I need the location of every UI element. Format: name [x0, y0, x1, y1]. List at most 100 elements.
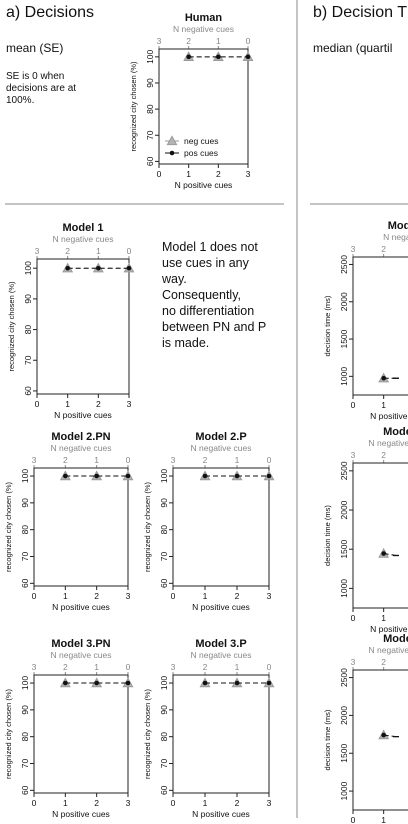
chart-7-y-tick-label: 1000	[339, 367, 349, 386]
chart-6-plot-frame	[172, 674, 270, 794]
chart-2-top-tick-label: 3	[35, 246, 40, 256]
chart-3-x-tick-label: 3	[126, 591, 131, 601]
chart-9-plot-frame	[352, 669, 408, 811]
chart-5-top-tick-label: 1	[94, 662, 99, 672]
model1-description-line-4: Consequently,	[162, 288, 241, 302]
chart-6-top-tick-label: 3	[171, 662, 176, 672]
chart-5-top-tick-label: 3	[32, 662, 37, 672]
chart-4-y-tick-label: 100	[159, 469, 169, 483]
chart-8-plot-frame	[352, 462, 408, 609]
chart-1-top-tick-label: 2	[186, 36, 191, 46]
chart-3-top-tick-label: 0	[126, 455, 131, 465]
chart-5-top-axis-label: N negative cues	[51, 650, 112, 660]
chart-3-x-tick-label: 2	[94, 591, 99, 601]
chart-7-y-tick-label: 2000	[339, 292, 349, 311]
chart-5-point	[94, 680, 99, 686]
chart-4-y-tick-label: 80	[159, 525, 169, 535]
chart-6-top-tick-label: 1	[235, 662, 240, 672]
panel-a-header: a) Decisions	[6, 4, 95, 21]
model1-description-line-1: Model 1 does not	[162, 240, 258, 254]
chart-7-title: Mod	[388, 220, 408, 232]
chart-5-x-tick-label: 2	[94, 798, 99, 808]
chart-6-y-tick-label: 100	[159, 676, 169, 690]
chart-5-x-tick-label: 3	[126, 798, 131, 808]
chart-3-y-tick-label: 70	[20, 552, 30, 562]
chart-4-top-tick-label: 3	[171, 455, 176, 465]
chart-2-y-tick-label: 60	[23, 386, 33, 396]
chart-4-y-axis-label: recognized city chosen (%)	[143, 481, 152, 572]
chart-7-top-tick-label: 2	[381, 244, 386, 254]
chart-1-x-tick-label: 2	[216, 169, 221, 179]
chart-7-plot-frame	[352, 256, 408, 396]
chart-2-point	[65, 265, 70, 271]
chart-8-x-tick-label: 1	[381, 613, 386, 623]
chart-4-point	[202, 473, 208, 479]
model1-description-line-6: between PN and P	[162, 320, 267, 334]
chart-4-y-tick-label: 70	[159, 552, 169, 562]
chart-1-legend-neg-label: neg cues	[184, 136, 219, 146]
chart-6-x-tick-label: 3	[267, 798, 272, 808]
chart-7-y-axis-label: decision time (ms)	[323, 295, 332, 356]
chart-2-top-axis-label: N negative cues	[53, 234, 114, 244]
chart-3-x-tick-label: 1	[63, 591, 68, 601]
chart-9-y-tick-label: 1000	[339, 781, 349, 800]
panel-a-note-line-2: decisions are at	[6, 83, 77, 94]
chart-6-x-tick-label: 2	[235, 798, 240, 808]
panel-a-note-line-1: SE is 0 when	[6, 71, 65, 82]
chart-4-top-tick-label: 1	[235, 455, 240, 465]
chart-4-top-tick-label: 2	[203, 455, 208, 465]
chart-3-x-tick-label: 0	[32, 591, 37, 601]
chart-8-y-tick-label: 1000	[339, 579, 349, 598]
chart-8-top-axis-label: N negative cues	[369, 438, 408, 448]
chart-6-x-tick-label: 0	[171, 798, 176, 808]
chart-2-y-tick-label: 90	[23, 294, 33, 304]
chart-3-top-tick-label: 1	[94, 455, 99, 465]
panel-a-stat-label: mean (SE)	[6, 41, 64, 55]
chart-6-point	[266, 680, 272, 686]
chart-6-y-tick-label: 90	[159, 705, 169, 715]
chart-3-point	[63, 473, 68, 479]
chart-6-y-tick-label: 70	[159, 759, 169, 769]
chart-2-top-tick-label: 0	[127, 246, 132, 256]
chart-7-x-axis-label: N positive cues	[370, 411, 408, 421]
chart-3-y-axis-label: recognized city chosen (%)	[4, 481, 13, 572]
chart-3-point	[94, 473, 99, 479]
chart-5-y-tick-label: 70	[20, 759, 30, 769]
chart-9-top-tick-label: 3	[351, 657, 356, 667]
chart-1-top-axis-label: N negative cues	[173, 24, 234, 34]
model1-description-line-7: is made.	[162, 336, 210, 350]
chart-7-x-tick-label: 0	[351, 400, 356, 410]
chart-4-x-tick-label: 1	[203, 591, 208, 601]
chart-9-y-tick-label: 2500	[339, 668, 349, 687]
chart-9-top-axis-label: N negative cues	[369, 645, 408, 655]
chart-2-x-axis-label: N positive cues	[54, 410, 112, 420]
chart-1-point	[245, 54, 251, 60]
chart-1-x-tick-label: 0	[157, 169, 162, 179]
chart-1-y-tick-label: 70	[145, 130, 155, 140]
chart-3-title: Model 2.PN	[51, 431, 110, 443]
chart-8-x-tick-label: 0	[351, 613, 356, 623]
chart-9-title: Model	[383, 633, 408, 645]
chart-1-top-tick-label: 0	[246, 36, 251, 46]
chart-2-x-tick-label: 2	[96, 399, 101, 409]
chart-6-title: Model 3.P	[195, 638, 246, 650]
chart-4-x-tick-label: 3	[267, 591, 272, 601]
panel-a-note-line-3: 100%.	[6, 95, 35, 106]
chart-2-top-tick-label: 1	[96, 246, 101, 256]
chart-3-top-axis-label: N negative cues	[51, 443, 112, 453]
chart-2-y-tick-label: 70	[23, 355, 33, 365]
chart-4-plot-frame	[172, 467, 270, 587]
chart-1-top-tick-label: 3	[157, 36, 162, 46]
chart-4-x-tick-label: 2	[235, 591, 240, 601]
chart-1-y-tick-label: 90	[145, 78, 155, 88]
chart-6-y-tick-label: 60	[159, 785, 169, 795]
chart-3-top-tick-label: 2	[63, 455, 68, 465]
chart-6-top-axis-label: N negative cues	[191, 650, 252, 660]
chart-4-top-tick-label: 0	[267, 455, 272, 465]
chart-6-top-tick-label: 2	[203, 662, 208, 672]
chart-5-y-tick-label: 100	[20, 676, 30, 690]
chart-8-top-tick-label: 2	[381, 450, 386, 460]
chart-2-y-tick-label: 80	[23, 325, 33, 335]
